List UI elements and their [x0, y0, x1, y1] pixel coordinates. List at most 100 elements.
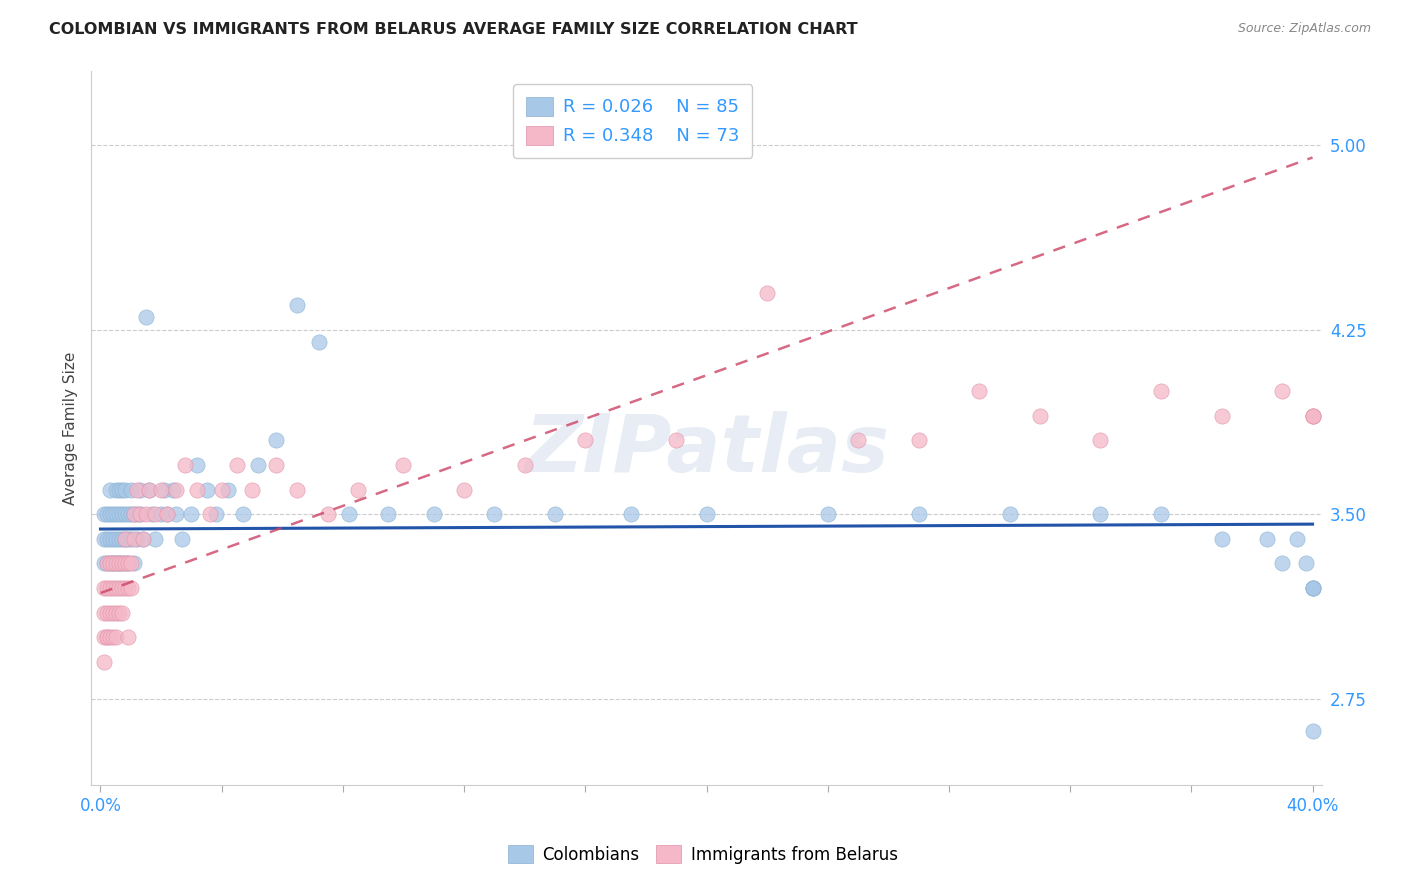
Y-axis label: Average Family Size: Average Family Size — [62, 351, 77, 505]
Point — [93, 557, 115, 571]
Point — [138, 483, 160, 497]
Point — [101, 557, 124, 571]
Point — [186, 483, 208, 497]
Point — [967, 384, 990, 399]
Point — [93, 655, 115, 669]
Point — [1090, 508, 1112, 522]
Point — [96, 508, 118, 522]
Point — [111, 606, 134, 620]
Point — [544, 508, 567, 522]
Point — [1211, 409, 1233, 423]
Point — [96, 532, 118, 546]
Point — [128, 508, 150, 522]
Point — [120, 532, 142, 546]
Point — [1256, 532, 1278, 546]
Point — [347, 483, 370, 497]
Text: COLOMBIAN VS IMMIGRANTS FROM BELARUS AVERAGE FAMILY SIZE CORRELATION CHART: COLOMBIAN VS IMMIGRANTS FROM BELARUS AVE… — [49, 22, 858, 37]
Point — [101, 557, 124, 571]
Point — [132, 532, 155, 546]
Point — [107, 557, 129, 571]
Point — [98, 557, 121, 571]
Point — [101, 630, 124, 644]
Point — [172, 532, 194, 546]
Point — [174, 458, 197, 472]
Point — [817, 508, 839, 522]
Point — [756, 285, 779, 300]
Point — [96, 557, 118, 571]
Point — [1029, 409, 1052, 423]
Text: ZIPatlas: ZIPatlas — [524, 410, 889, 489]
Point — [107, 557, 129, 571]
Point — [120, 581, 142, 595]
Point — [998, 508, 1021, 522]
Point — [665, 434, 688, 448]
Point — [138, 483, 160, 497]
Point — [114, 508, 136, 522]
Point — [114, 532, 136, 546]
Point — [101, 532, 124, 546]
Point — [1286, 532, 1309, 546]
Point — [125, 508, 148, 522]
Point — [104, 532, 127, 546]
Point — [574, 434, 596, 448]
Point — [125, 483, 148, 497]
Point — [111, 508, 134, 522]
Point — [695, 508, 717, 522]
Point — [107, 606, 129, 620]
Point — [198, 508, 221, 522]
Point — [156, 508, 179, 522]
Point — [150, 483, 173, 497]
Point — [264, 458, 287, 472]
Point — [104, 483, 127, 497]
Point — [232, 508, 254, 522]
Point — [150, 508, 173, 522]
Point — [484, 508, 506, 522]
Point — [204, 508, 226, 522]
Point — [1302, 581, 1324, 595]
Legend: R = 0.026    N = 85, R = 0.348    N = 73: R = 0.026 N = 85, R = 0.348 N = 73 — [513, 84, 752, 158]
Point — [308, 334, 330, 349]
Point — [98, 581, 121, 595]
Point — [1150, 384, 1173, 399]
Point — [180, 508, 202, 522]
Point — [96, 630, 118, 644]
Point — [98, 483, 121, 497]
Point — [128, 483, 150, 497]
Point — [117, 532, 139, 546]
Point — [117, 557, 139, 571]
Point — [107, 581, 129, 595]
Point — [93, 606, 115, 620]
Point — [156, 508, 179, 522]
Point — [1150, 508, 1173, 522]
Point — [107, 508, 129, 522]
Point — [1302, 581, 1324, 595]
Point — [117, 581, 139, 595]
Point — [287, 483, 309, 497]
Point — [98, 606, 121, 620]
Point — [107, 557, 129, 571]
Point — [107, 532, 129, 546]
Point — [93, 581, 115, 595]
Point — [165, 483, 187, 497]
Point — [98, 508, 121, 522]
Point — [240, 483, 263, 497]
Point — [114, 557, 136, 571]
Point — [620, 508, 643, 522]
Point — [162, 483, 184, 497]
Point — [1302, 409, 1324, 423]
Point — [93, 630, 115, 644]
Point — [120, 483, 142, 497]
Point — [1211, 532, 1233, 546]
Legend: Colombians, Immigrants from Belarus: Colombians, Immigrants from Belarus — [501, 838, 905, 871]
Point — [264, 434, 287, 448]
Point — [114, 532, 136, 546]
Point — [122, 508, 145, 522]
Point — [120, 508, 142, 522]
Point — [104, 508, 127, 522]
Point — [135, 508, 157, 522]
Point — [165, 508, 187, 522]
Point — [377, 508, 399, 522]
Point — [287, 298, 309, 312]
Point — [122, 508, 145, 522]
Point — [513, 458, 536, 472]
